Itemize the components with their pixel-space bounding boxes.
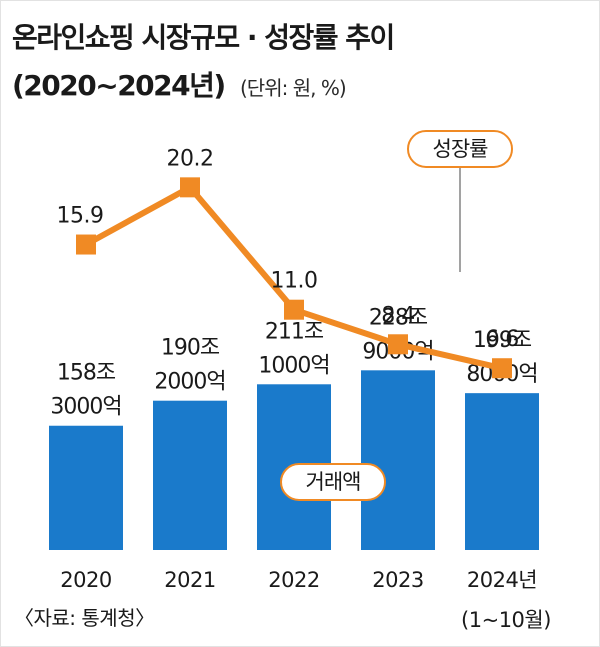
unit-label: (단위: 원, %) xyxy=(240,76,347,100)
bar-2023 xyxy=(361,370,435,550)
x-tick-label: 2024년 xyxy=(467,568,537,592)
x-tick-label: 2023 xyxy=(372,568,423,592)
growth-rate-marker xyxy=(76,234,96,255)
bar-value-label: 190조 xyxy=(161,336,220,361)
bar-2020 xyxy=(49,425,123,550)
growth-rate-marker xyxy=(180,177,200,198)
transaction-volume-legend-pill: 거래액 xyxy=(280,463,386,501)
growth-rate-legend-pill: 성장률 xyxy=(407,130,513,168)
bar-2024년 xyxy=(465,393,539,550)
chart-subtitle: (2020~2024년) xyxy=(12,69,226,102)
source-note: 〈자료: 통계청〉 xyxy=(14,606,155,630)
bar-value-label: 3000억 xyxy=(50,395,121,420)
bar-value-label: 228조 xyxy=(369,305,428,330)
growth-rate-marker xyxy=(284,299,304,320)
growth-rate-value-label: 11.0 xyxy=(271,269,318,294)
bar-value-label: 199조 xyxy=(473,328,532,353)
bar-value-label: 211조 xyxy=(265,319,324,344)
growth-rate-marker xyxy=(492,358,512,379)
x-tick-label: 2022 xyxy=(268,568,319,592)
growth-rate-value-label: 8.4 xyxy=(381,303,415,328)
bar-value-label: 158조 xyxy=(57,361,116,386)
bar-value-label: 1000억 xyxy=(258,353,329,378)
growth-rate-value-label: 15.9 xyxy=(57,204,104,229)
x-tick-note: (1~10월) xyxy=(461,608,551,632)
growth-rate-value-label: 6.6 xyxy=(485,327,519,352)
x-tick-label: 2020 xyxy=(60,568,111,592)
bar-value-label: 2000억 xyxy=(154,370,225,395)
x-tick-label: 2021 xyxy=(164,568,215,592)
chart-title: 온라인쇼핑 시장규모 · 성장률 추이 xyxy=(12,21,395,54)
bar-2021 xyxy=(153,400,227,550)
growth-rate-value-label: 20.2 xyxy=(167,146,214,171)
growth-rate-marker xyxy=(388,334,408,355)
